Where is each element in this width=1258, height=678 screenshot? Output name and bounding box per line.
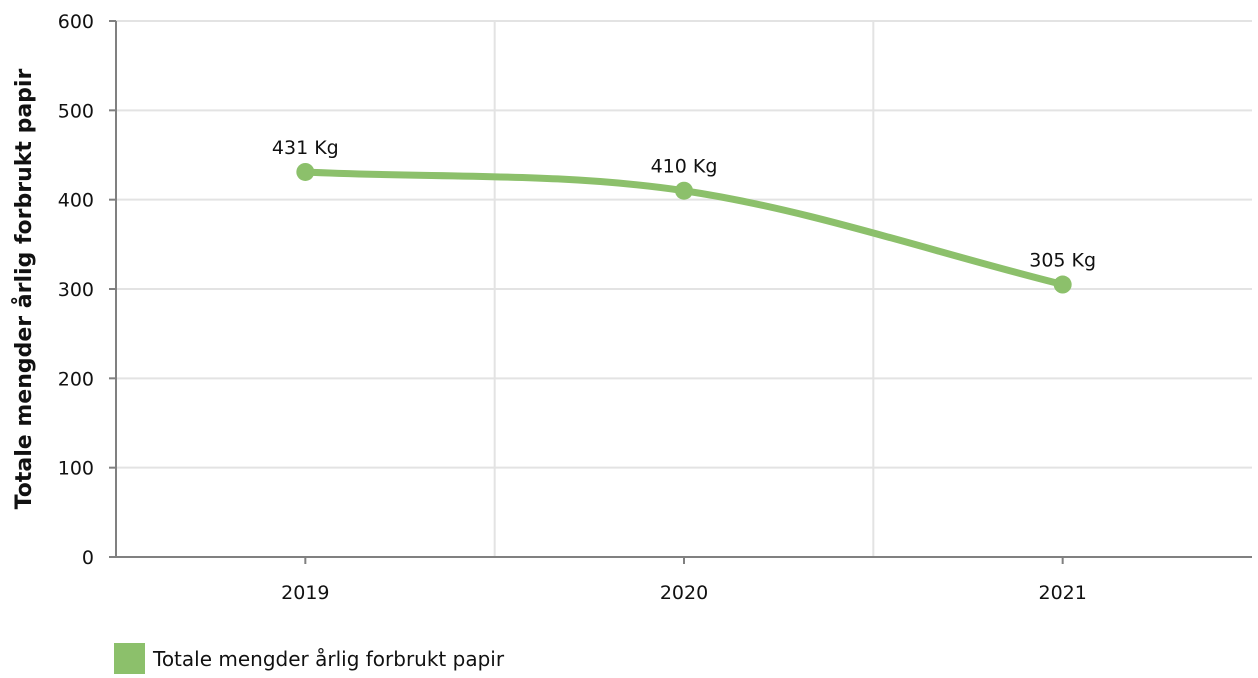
data-label: 305 Kg: [1029, 250, 1096, 272]
y-axis-title: Totale mengder årlig forbrukt papir: [11, 69, 37, 510]
legend-swatch: [114, 643, 145, 674]
y-tick-label: 100: [58, 458, 94, 480]
y-tick-label: 600: [58, 11, 94, 33]
y-tick-label: 300: [58, 279, 94, 301]
data-label: 431 Kg: [272, 137, 339, 159]
x-tick-label: 2021: [1038, 582, 1086, 604]
y-tick-label: 400: [58, 190, 94, 212]
data-point: [296, 162, 315, 181]
y-tick-label: 500: [58, 100, 94, 122]
data-point: [1053, 275, 1072, 294]
legend-label: Totale mengder årlig forbrukt papir: [153, 646, 505, 671]
y-tick-label: 0: [82, 547, 94, 569]
data-point: [675, 181, 693, 200]
x-tick-label: 2020: [660, 582, 708, 604]
legend: Totale mengder årlig forbrukt papir: [114, 643, 504, 674]
y-tick-label: 200: [58, 368, 94, 390]
x-tick-label: 2019: [281, 582, 329, 604]
data-label: 410 Kg: [651, 156, 718, 178]
